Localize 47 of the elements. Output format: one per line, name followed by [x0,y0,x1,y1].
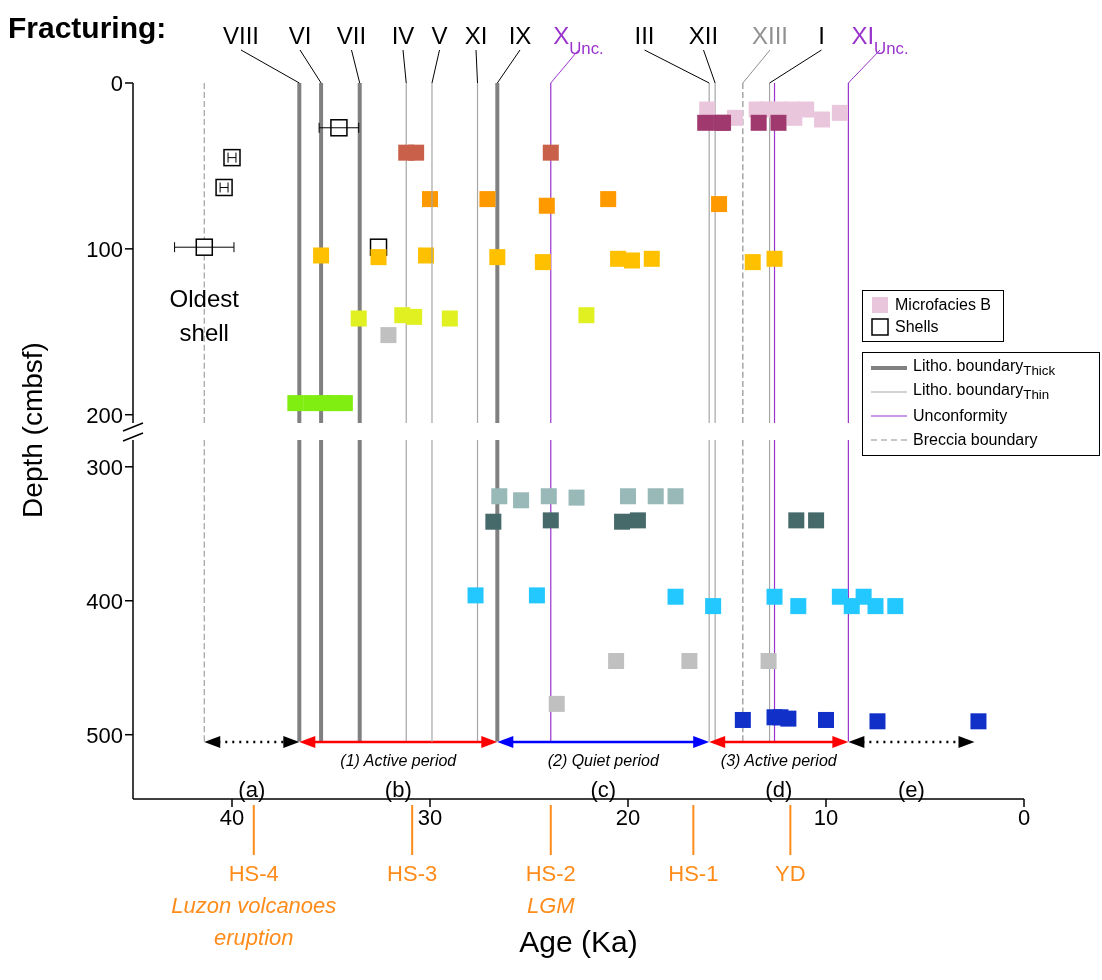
annotation: (a) [238,777,266,802]
ref-line-label: V [431,22,448,49]
legend-label: Shells [895,318,939,336]
annotation: XI$_{Unc.}$ [851,22,909,58]
y-tick-label: 200 [86,402,123,428]
legend-label: Litho. boundary$_{Thick}$ [913,357,1056,379]
annotation: VII [336,22,367,49]
annotation: IV [391,22,415,49]
annotation: XIII [752,22,789,49]
ref-line-label: HS-1 [668,861,719,886]
annotation: (d) [765,777,793,802]
y-tick-label: 400 [86,588,123,614]
legend-label: Breccia boundary [913,431,1038,449]
legend-label: Microfacies B [895,296,992,314]
x-tick-label: 40 [219,804,245,830]
annotation: IX [508,22,532,49]
x-tick-label: 30 [417,804,443,830]
chart-title: Fracturing: [8,11,167,44]
annotation: (3) Active period [720,752,838,769]
annotation: X$_{Unc.}$ [553,22,604,58]
y-axis-title: Depth (cmbsf) [17,342,48,518]
x-tick-label: 0 [1017,804,1031,830]
annotation: (b) [384,777,412,802]
annotation: XII [688,22,719,49]
annotation: XI [464,22,488,49]
y-tick-label: 500 [86,722,123,748]
annotation: (c) [590,777,617,802]
legend-label: Unconformity [913,407,1008,425]
x-tick-label: 20 [615,804,641,830]
annotation: (2) Quiet period [547,752,660,769]
x-axis-title: Age (Ka) [519,925,638,958]
legend-label: Litho. boundary$_{Thin}$ [913,381,1050,403]
ref-line-label: HS-2 LGM [525,861,576,918]
annotation: I [818,22,825,49]
annotation: Oldest shell [169,284,240,346]
annotation: III [634,22,655,49]
y-tick-label: 0 [110,70,123,96]
annotation: VIII [223,22,260,49]
y-tick-label: 100 [86,236,123,262]
ref-line-label: YD [775,861,806,886]
y-tick-label: 300 [86,454,123,480]
ref-line-label: HS-4 Luzon volcanoes eruption [171,861,337,950]
x-tick-label: 10 [813,804,839,830]
annotation: VI [288,22,312,49]
annotation: (e) [897,777,925,802]
ref-line-label: HS-3 [387,861,438,886]
annotation: (1) Active period [340,752,458,769]
